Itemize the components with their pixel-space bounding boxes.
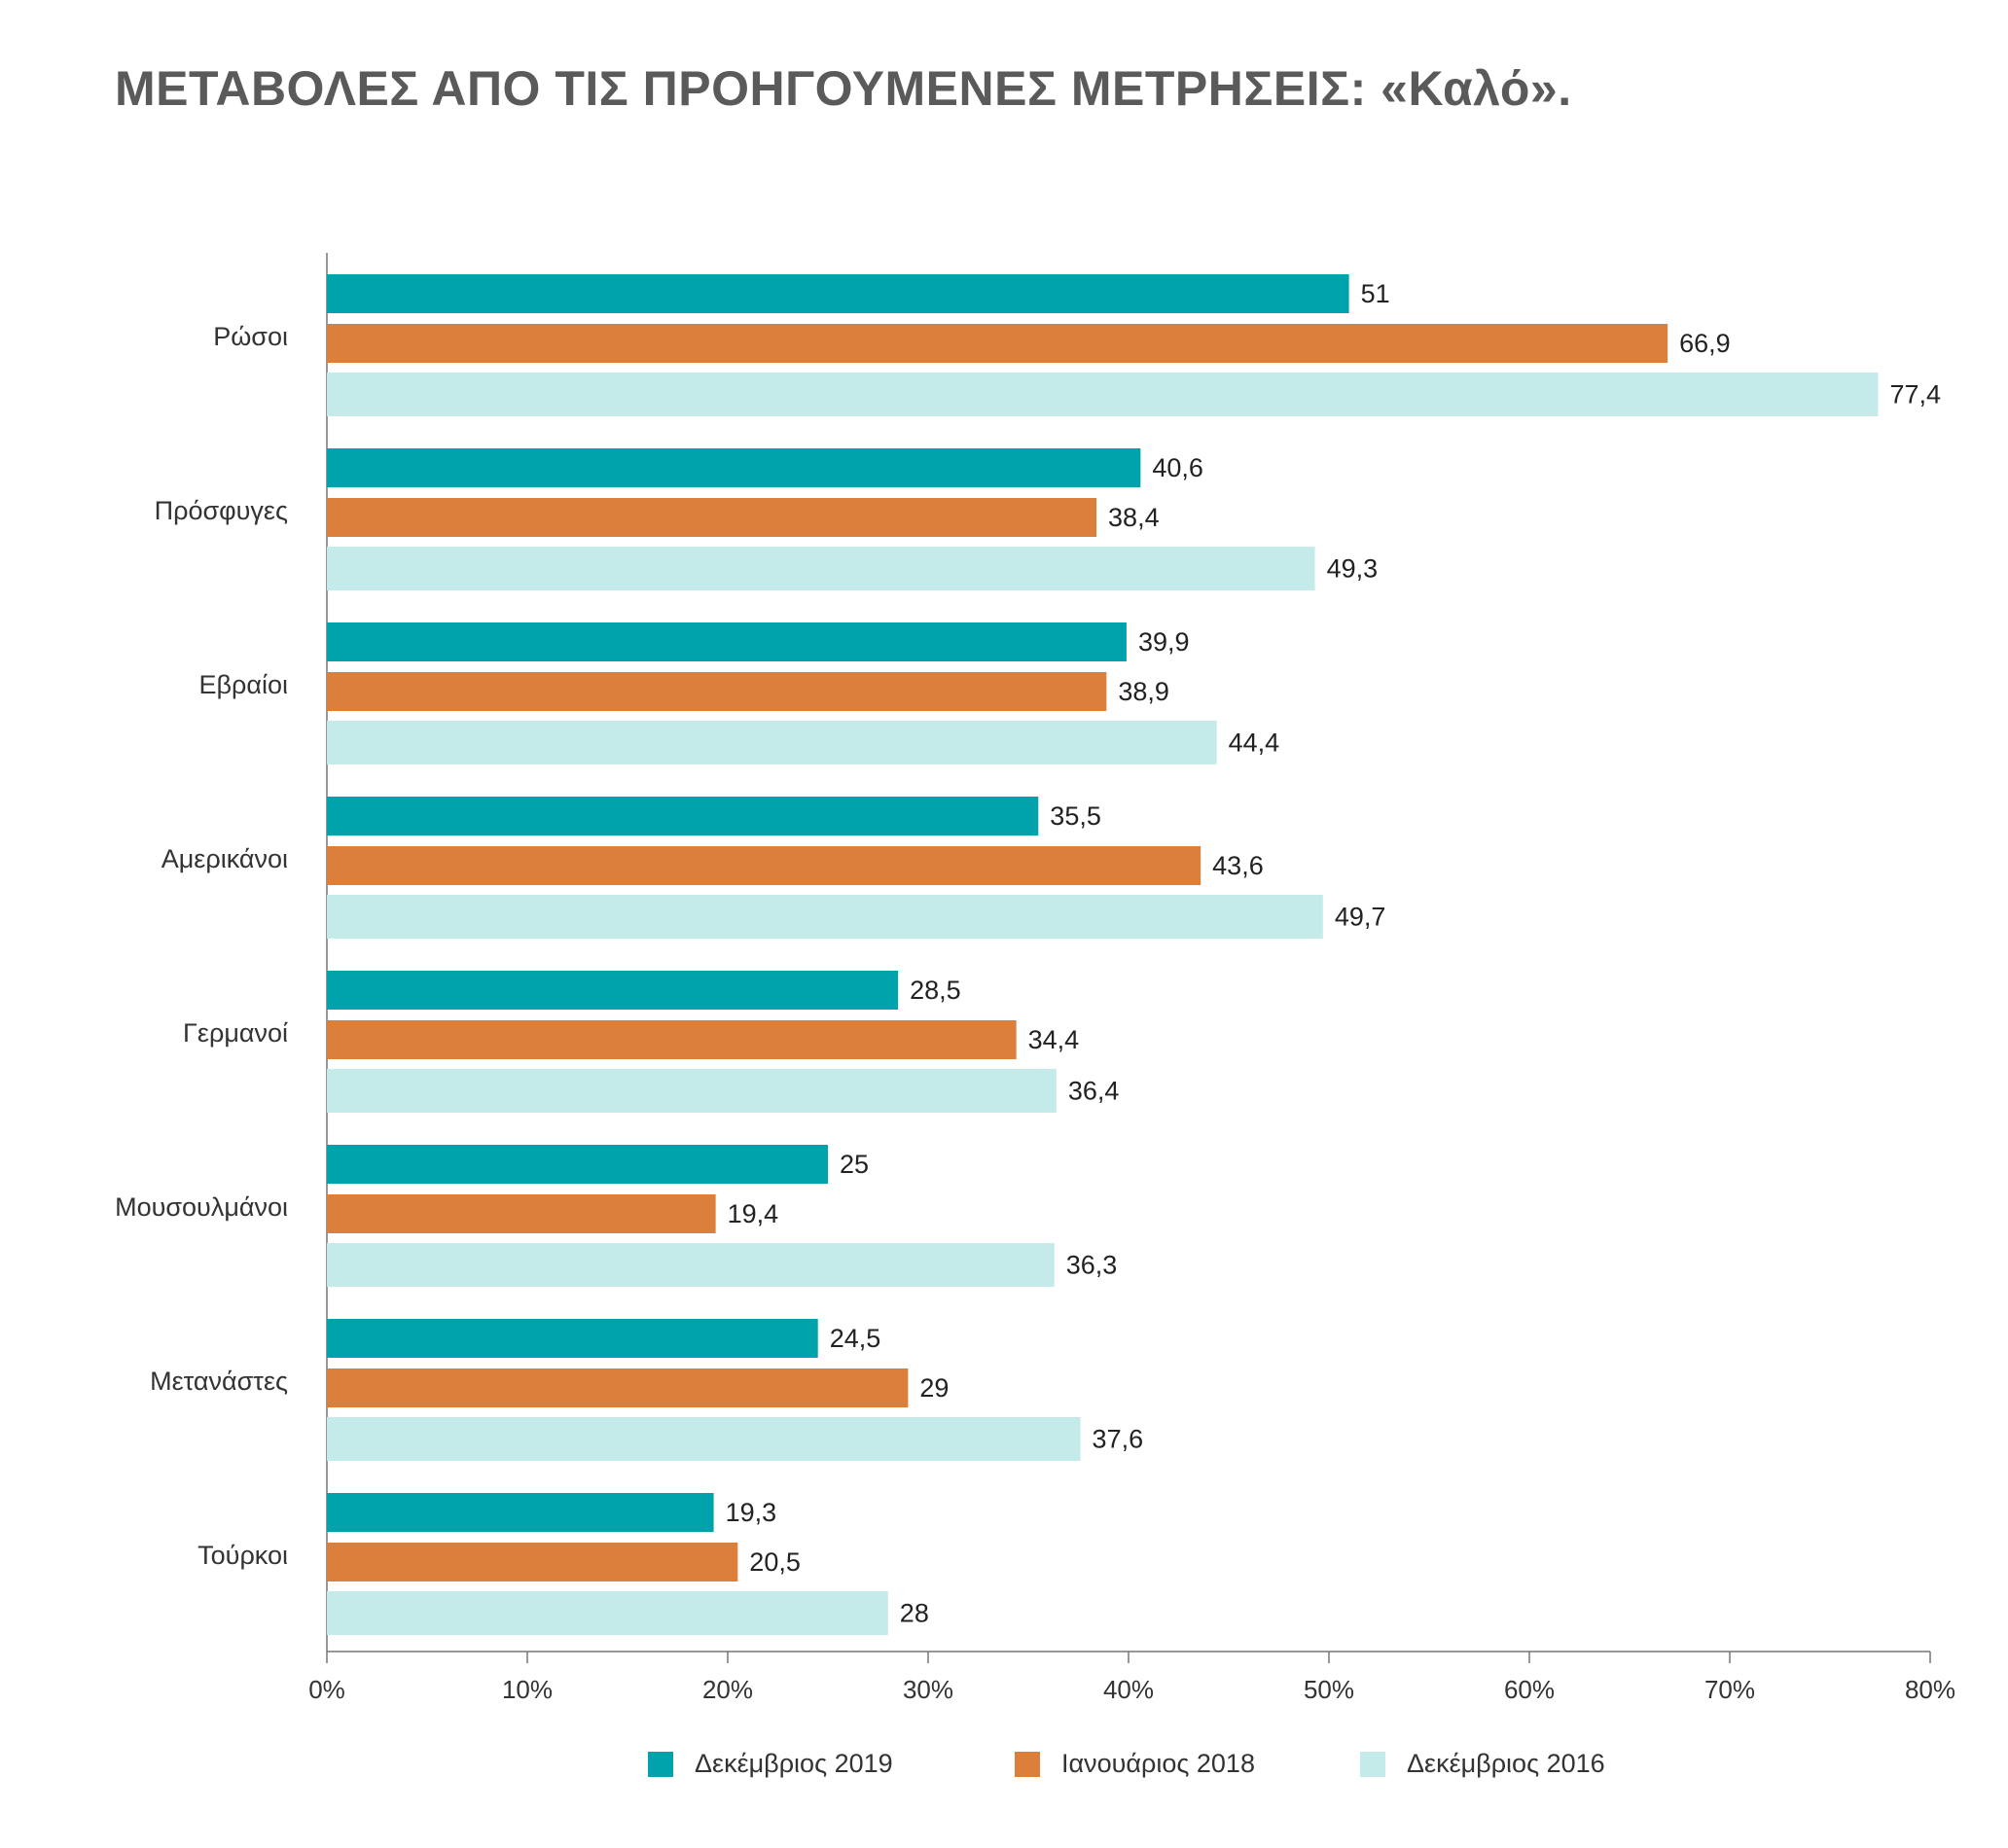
x-tick-label: 20% — [702, 1675, 753, 1704]
bar — [327, 1368, 909, 1407]
bar — [327, 846, 1201, 885]
legend-item-dec-2016: Δεκέμβριος 2016 — [1360, 1749, 1605, 1779]
category-label: Γερμανοί — [183, 1018, 288, 1048]
legend-item-jan-2018: Ιανουάριος 2018 — [1015, 1749, 1255, 1779]
data-label: 39,9 — [1138, 627, 1190, 657]
bar — [327, 498, 1097, 537]
bar — [327, 1145, 828, 1184]
data-label: 40,6 — [1152, 453, 1203, 482]
legend-label: Δεκέμβριος 2016 — [1407, 1749, 1605, 1778]
bar — [327, 1243, 1055, 1287]
x-tick-label: 50% — [1304, 1675, 1354, 1704]
category-label: Εβραίοι — [198, 670, 288, 699]
x-tick-label: 40% — [1103, 1675, 1154, 1704]
bar — [327, 797, 1039, 835]
bar — [327, 373, 1879, 416]
bar — [327, 1417, 1081, 1461]
data-label: 36,3 — [1066, 1251, 1118, 1280]
legend: Δεκέμβριος 2019 Ιανουάριος 2018 Δεκέμβρι… — [0, 1749, 2008, 1788]
bar — [327, 1069, 1057, 1113]
legend-label: Δεκέμβριος 2019 — [695, 1749, 893, 1778]
bar — [327, 448, 1141, 487]
bar-chart: 0% 10% 20% 30% 40% 50% 60% 70% 80% 51 66,9 77,4 Ρώσο… — [115, 253, 1955, 1704]
data-label: 25 — [840, 1150, 869, 1179]
data-label: 24,5 — [830, 1324, 881, 1353]
data-label: 49,3 — [1327, 554, 1379, 584]
category-label: Αμερικάνοι — [161, 844, 288, 873]
bar — [327, 1194, 716, 1233]
data-label: 37,6 — [1093, 1425, 1144, 1454]
legend-item-dec-2019: Δεκέμβριος 2019 — [648, 1749, 893, 1779]
data-label: 28,5 — [910, 976, 961, 1005]
legend-swatch — [648, 1751, 673, 1777]
data-label: 35,5 — [1050, 801, 1101, 831]
data-label: 28 — [900, 1599, 929, 1628]
legend-swatch — [1360, 1751, 1385, 1777]
bar — [327, 1543, 738, 1581]
legend-swatch — [1015, 1751, 1040, 1777]
data-label: 34,4 — [1028, 1025, 1080, 1054]
data-label: 51 — [1361, 279, 1390, 308]
category-label: Τούρκοι — [197, 1541, 288, 1570]
category-label: Ρώσοι — [213, 322, 288, 351]
bar — [327, 721, 1217, 764]
bar — [327, 274, 1349, 313]
data-label: 36,4 — [1068, 1077, 1120, 1106]
bar — [327, 672, 1107, 711]
bar — [327, 1591, 888, 1635]
x-tick-label: 70% — [1704, 1675, 1755, 1704]
legend-label: Ιανουάριος 2018 — [1061, 1749, 1255, 1778]
data-label: 19,3 — [726, 1498, 777, 1527]
category-label: Πρόσφυγες — [155, 496, 288, 525]
data-label: 19,4 — [728, 1199, 779, 1228]
data-label: 43,6 — [1212, 851, 1264, 880]
data-label: 29 — [919, 1373, 949, 1403]
category-label: Μετανάστες — [150, 1367, 288, 1396]
bar — [327, 324, 1668, 363]
bar — [327, 622, 1127, 661]
x-tick-label: 80% — [1905, 1675, 1955, 1704]
bar — [327, 971, 899, 1010]
data-label: 38,4 — [1108, 503, 1160, 532]
bar — [327, 1493, 714, 1532]
bar — [327, 895, 1323, 939]
data-label: 38,9 — [1118, 677, 1169, 706]
chart-title: ΜΕΤΑΒΟΛΕΣ ΑΠΟ ΤΙΣ ΠΡΟΗΓΟΥΜΕΝΕΣ ΜΕΤΡΗΣΕΙΣ… — [115, 61, 1572, 116]
data-label: 44,4 — [1229, 729, 1280, 758]
bar — [327, 547, 1315, 590]
category-label: Μουσουλμάνοι — [115, 1192, 288, 1222]
data-label: 20,5 — [749, 1547, 801, 1577]
bar — [327, 1319, 818, 1358]
x-tick-label: 60% — [1504, 1675, 1555, 1704]
bar — [327, 1020, 1017, 1059]
data-label: 49,7 — [1335, 903, 1386, 932]
data-label: 66,9 — [1679, 329, 1731, 358]
x-tick-label: 30% — [903, 1675, 953, 1704]
x-tick-label: 10% — [502, 1675, 553, 1704]
x-tick-label: 0% — [308, 1675, 345, 1704]
data-label: 77,4 — [1889, 380, 1941, 409]
